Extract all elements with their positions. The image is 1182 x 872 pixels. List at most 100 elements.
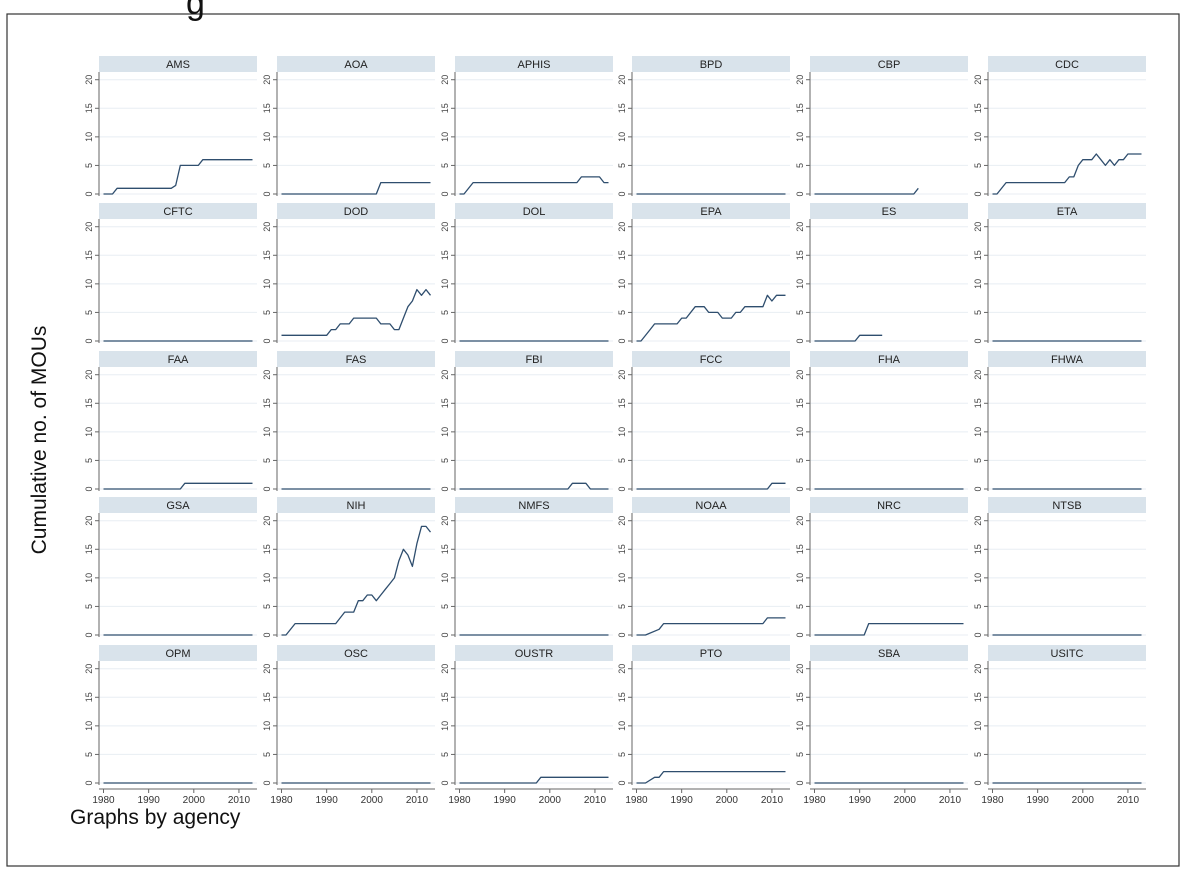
- y-tick-label: 15: [795, 544, 805, 554]
- y-tick-label: 20: [973, 222, 983, 232]
- y-tick-label: 15: [440, 544, 450, 554]
- panel-fbi: FBI 0 5 10 15 20: [440, 351, 613, 492]
- y-tick-label: 5: [617, 458, 627, 463]
- panel-strip: [810, 351, 968, 367]
- y-tick-label: 10: [84, 721, 94, 731]
- y-tick-label: 0: [84, 486, 94, 491]
- y-tick-label: 15: [262, 544, 272, 554]
- y-tick-label: 0: [617, 191, 627, 196]
- figure-border: [6, 13, 1180, 867]
- x-tick-label: 2010: [584, 795, 607, 806]
- panel-strip: [455, 645, 613, 661]
- panel-title: DOD: [344, 206, 369, 218]
- y-tick-label: 15: [795, 250, 805, 260]
- series-line: [636, 770, 786, 784]
- panel-title: ETA: [1057, 206, 1078, 218]
- y-tick-label: 0: [973, 338, 983, 343]
- y-tick-label: 15: [795, 398, 805, 408]
- y-tick-label: 0: [440, 191, 450, 196]
- y-tick-label: 10: [617, 721, 627, 731]
- panel-fha: FHA 0 5 10 15 20: [795, 351, 968, 492]
- panel-grid: AMS 0 5 10 15 20 AOA 0 5 10 15 20 APHIS 0 5 10 15 20 BPD 0 5…: [84, 56, 1146, 806]
- y-tick-label: 5: [84, 310, 94, 315]
- panel-title: AMS: [166, 59, 190, 71]
- y-tick-label: 5: [440, 752, 450, 757]
- panel-strip: [455, 497, 613, 513]
- panel-title: FBI: [525, 354, 542, 366]
- panel-title: FAS: [346, 354, 367, 366]
- x-tick-label: 1990: [849, 795, 872, 806]
- y-tick-label: 20: [262, 222, 272, 232]
- panel-gsa: GSA 0 5 10 15 20: [84, 497, 257, 638]
- y-tick-label: 0: [440, 632, 450, 637]
- y-tick-label: 20: [440, 516, 450, 526]
- panel-title: CFTC: [163, 206, 192, 218]
- y-tick-label: 0: [617, 486, 627, 491]
- panel-title: USITC: [1051, 648, 1084, 660]
- panel-es: ES 0 5 10 15 20: [795, 203, 968, 344]
- x-tick-label: 1990: [138, 795, 161, 806]
- y-tick-label: 20: [795, 75, 805, 85]
- y-tick-label: 10: [973, 573, 983, 583]
- y-tick-label: 0: [795, 338, 805, 343]
- y-tick-label: 20: [617, 222, 627, 232]
- y-tick-label: 5: [84, 458, 94, 463]
- y-tick-label: 20: [795, 370, 805, 380]
- x-tick-label: 1980: [92, 795, 115, 806]
- x-tick-label: 2000: [539, 795, 562, 806]
- panel-strip: [632, 497, 790, 513]
- y-tick-label: 0: [617, 632, 627, 637]
- y-axis-label: Cumulative no. of MOUs: [28, 325, 51, 555]
- y-tick-label: 0: [973, 486, 983, 491]
- panel-title: CDC: [1055, 59, 1079, 71]
- panel-strip: [455, 203, 613, 219]
- series-line: [992, 153, 1142, 195]
- panel-title: FCC: [700, 354, 723, 366]
- x-tick-label: 2000: [361, 795, 384, 806]
- panel-strip: [810, 497, 968, 513]
- y-tick-label: 10: [440, 721, 450, 731]
- y-tick-label: 10: [262, 721, 272, 731]
- y-tick-label: 10: [973, 427, 983, 437]
- series-line: [814, 622, 964, 636]
- y-tick-label: 0: [84, 191, 94, 196]
- panel-title: DOL: [523, 206, 546, 218]
- y-tick-label: 10: [84, 573, 94, 583]
- y-tick-label: 10: [795, 279, 805, 289]
- panel-strip: [277, 497, 435, 513]
- y-tick-label: 15: [262, 103, 272, 113]
- panel-title: OPM: [165, 648, 190, 660]
- x-tick-label: 1990: [494, 795, 517, 806]
- y-tick-label: 0: [973, 780, 983, 785]
- y-tick-label: 5: [84, 163, 94, 168]
- panel-strip: [277, 645, 435, 661]
- y-tick-label: 10: [795, 573, 805, 583]
- series-line: [459, 776, 609, 784]
- panel-sba: SBA 0 5 10 15 20 1980 1990 2000 2010: [795, 645, 968, 806]
- series-line: [814, 187, 919, 195]
- panel-strip: [988, 497, 1146, 513]
- panel-aoa: AOA 0 5 10 15 20: [262, 56, 435, 197]
- panel-strip: [988, 203, 1146, 219]
- panel-strip: [277, 56, 435, 72]
- y-tick-label: 0: [262, 338, 272, 343]
- y-tick-label: 0: [262, 632, 272, 637]
- y-tick-label: 0: [617, 338, 627, 343]
- y-tick-label: 20: [440, 664, 450, 674]
- y-tick-label: 20: [795, 222, 805, 232]
- y-tick-label: 10: [795, 427, 805, 437]
- panel-title: NTSB: [1052, 500, 1081, 512]
- y-tick-label: 15: [795, 103, 805, 113]
- y-tick-label: 20: [84, 370, 94, 380]
- panel-nih: NIH 0 5 10 15 20: [262, 497, 435, 638]
- y-tick-label: 0: [795, 486, 805, 491]
- panel-title: NRC: [877, 500, 901, 512]
- panel-title: BPD: [700, 59, 723, 71]
- panel-title: AOA: [344, 59, 368, 71]
- y-tick-label: 0: [440, 486, 450, 491]
- y-tick-label: 15: [440, 692, 450, 702]
- y-tick-label: 10: [84, 427, 94, 437]
- panel-usitc: USITC 0 5 10 15 20 1980 1990 2000 2010: [973, 645, 1146, 806]
- panel-strip: [988, 56, 1146, 72]
- y-tick-label: 15: [440, 103, 450, 113]
